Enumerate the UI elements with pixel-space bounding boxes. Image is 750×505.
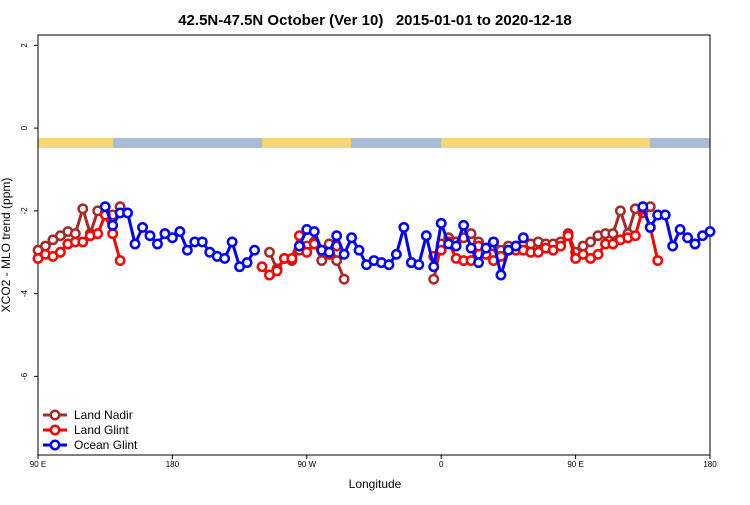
y-tick-label: -2: [20, 207, 29, 215]
y-tick-label: -4: [20, 290, 29, 298]
point: [77, 203, 89, 215]
point: [166, 232, 178, 244]
point: [592, 248, 604, 260]
point: [495, 269, 507, 281]
point: [316, 255, 328, 266]
point: [107, 219, 119, 231]
point: [607, 228, 619, 240]
x-tick-label: 90 E: [567, 460, 583, 469]
x-tick-label: 180: [166, 460, 180, 469]
point: [480, 242, 492, 254]
point: [264, 246, 275, 258]
point: [174, 226, 186, 238]
legend-label: Land Nadir: [74, 408, 133, 422]
point: [689, 238, 701, 250]
point: [301, 246, 313, 258]
point: [555, 240, 567, 252]
point: [637, 201, 649, 213]
point: [458, 219, 470, 231]
point: [510, 240, 522, 252]
point: [413, 259, 425, 271]
point: [435, 217, 447, 229]
point: [122, 207, 134, 219]
point: [383, 259, 395, 271]
point: [54, 246, 66, 258]
point: [226, 236, 238, 248]
point: [181, 244, 193, 256]
point: [674, 224, 686, 235]
land-mask: [38, 138, 710, 148]
ocean-band: [351, 138, 441, 148]
point: [644, 221, 656, 233]
point: [137, 221, 148, 233]
point: [704, 226, 716, 238]
point: [346, 232, 358, 244]
x-tick-label: 90 W: [297, 460, 316, 469]
point: [473, 257, 484, 269]
point: [249, 244, 260, 256]
point: [293, 240, 305, 252]
point: [144, 230, 156, 242]
point: [129, 238, 141, 250]
point: [338, 248, 350, 260]
point: [353, 244, 365, 256]
point: [420, 230, 432, 242]
legend-marker: [49, 424, 61, 436]
point: [652, 255, 664, 266]
ocean-band: [113, 138, 262, 148]
point: [585, 236, 596, 248]
x-tick-label: 90 E: [30, 460, 46, 469]
x-tick-label: 0: [439, 460, 444, 469]
series: [99, 201, 716, 281]
point: [659, 209, 671, 221]
legend-label: Land Glint: [74, 423, 129, 437]
point: [271, 265, 283, 277]
point: [338, 273, 350, 285]
x-tick-label: 180: [703, 460, 717, 469]
point: [614, 205, 626, 217]
point: [331, 255, 343, 266]
point: [562, 230, 574, 242]
y-tick-label: 0: [20, 125, 29, 130]
point: [390, 248, 402, 260]
land-band: [38, 138, 113, 148]
point: [77, 236, 89, 248]
chart-title: 42.5N-47.5N October (Ver 10) 2015-01-01 …: [178, 12, 572, 29]
point: [331, 230, 343, 242]
point: [428, 273, 440, 285]
legend-label: Ocean Glint: [74, 438, 138, 452]
y-axis-label: XCO2 - MLO trend (ppm): [0, 178, 13, 313]
point: [114, 255, 126, 266]
point: [241, 257, 253, 269]
legend-marker: [49, 439, 61, 451]
point: [92, 228, 104, 240]
point: [323, 246, 335, 258]
y-tick-label: -6: [20, 372, 29, 380]
point: [488, 236, 499, 248]
point: [428, 261, 440, 273]
land-band: [441, 138, 650, 148]
point: [398, 221, 410, 233]
y-tick-label: 2: [20, 43, 29, 48]
ocean-band: [650, 138, 710, 148]
point: [450, 240, 462, 252]
x-axis-label: Longitude: [349, 477, 402, 491]
point: [219, 252, 231, 264]
legend-marker: [49, 409, 61, 421]
point: [256, 261, 268, 273]
point: [667, 240, 679, 252]
point: [517, 232, 529, 244]
point: [196, 236, 208, 248]
point: [629, 230, 641, 242]
point: [152, 238, 163, 250]
point: [286, 252, 298, 264]
land-band: [262, 138, 351, 148]
point: [308, 226, 320, 238]
point: [465, 242, 477, 254]
point: [99, 201, 111, 213]
point: [682, 232, 694, 244]
